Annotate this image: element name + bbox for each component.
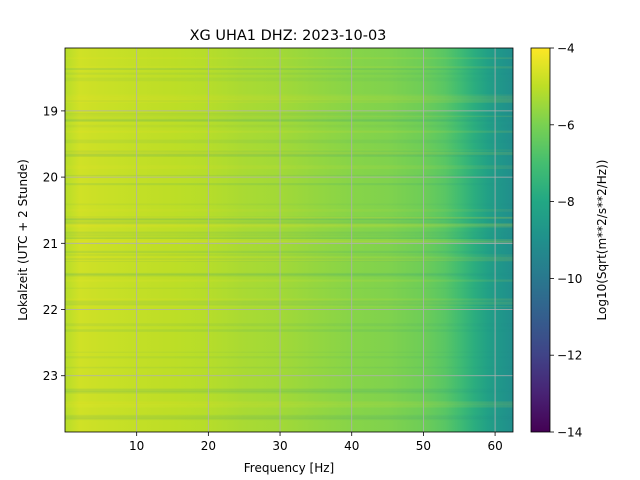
x-tick-label: 10 — [129, 439, 144, 453]
x-axis-label: Frequency [Hz] — [244, 461, 335, 475]
x-tick-label: 20 — [201, 439, 216, 453]
y-tick-label: 20 — [43, 171, 58, 185]
colorbar-tick-label: −6 — [557, 118, 575, 132]
y-tick-label: 19 — [43, 104, 58, 118]
plot-frame — [64, 47, 514, 433]
colorbar-tick-label: −10 — [557, 272, 582, 286]
time-variation-bands — [65, 57, 513, 421]
y-tick-label: 23 — [43, 369, 58, 383]
chart-title: XG UHA1 DHZ: 2023-10-03 — [190, 28, 387, 44]
x-tick-label: 40 — [344, 439, 359, 453]
colorbar-label: Log10(Sqrt(m**2/s**2/Hz)) — [595, 160, 609, 321]
grid-lines — [65, 48, 513, 432]
colorbar-ticks: −4 −6 −8 −10 −12 −14 — [550, 42, 582, 440]
colorbar-frame — [530, 47, 551, 433]
y-axis-label: Lokalzeit (UTC + 2 Stunde) — [16, 159, 30, 321]
colorbar-gradient — [531, 48, 550, 432]
plot-area — [64, 47, 514, 433]
y-tick-label: 21 — [43, 237, 58, 251]
spectrogram-image — [65, 48, 513, 432]
colorbar-tick-label: −4 — [557, 42, 575, 56]
x-tick-label: 30 — [272, 439, 287, 453]
x-tick-label: 50 — [416, 439, 431, 453]
x-axis: 10 20 30 40 50 60 — [129, 432, 503, 453]
colorbar-tick-label: −12 — [557, 349, 582, 363]
colorbar-tick-label: −8 — [557, 195, 575, 209]
colorbar: −4 −6 −8 −10 −12 −14 Log10(Sqrt(m**2/s**2/Hz)… — [530, 42, 609, 440]
colorbar-tick-label: −14 — [557, 426, 582, 440]
x-tick-label: 60 — [487, 439, 502, 453]
y-axis: 19 20 21 22 23 — [43, 104, 65, 383]
y-tick-label: 22 — [43, 303, 58, 317]
